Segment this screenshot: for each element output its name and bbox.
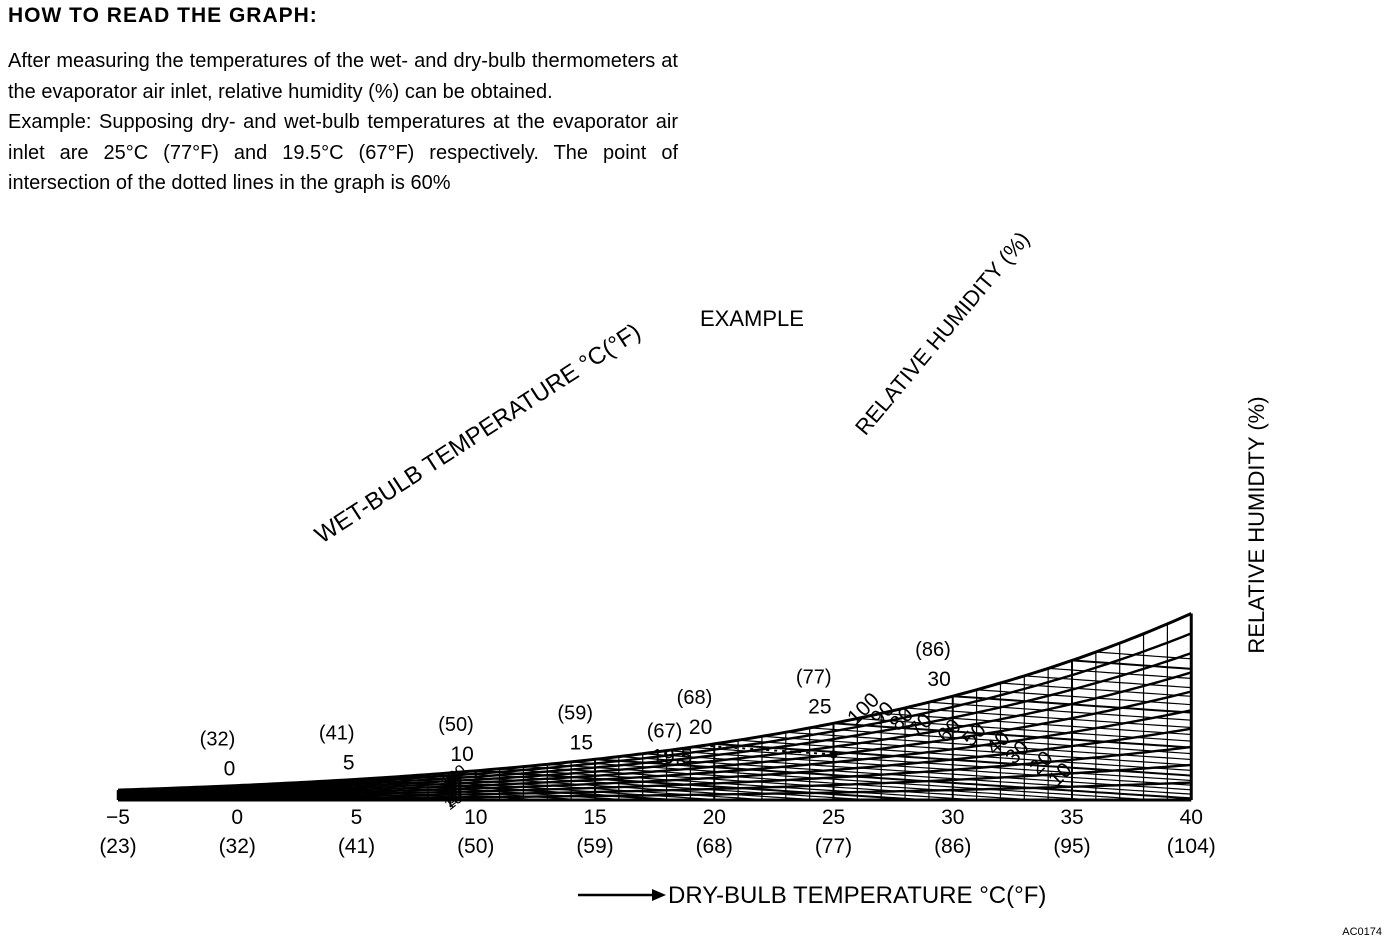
wet-bulb-line <box>761 735 1192 766</box>
x-tick-label-c: 15 <box>583 806 606 829</box>
rh-curve-90 <box>117 632 1192 793</box>
x-tick-label-c: 10 <box>464 806 487 829</box>
x-tick-label-f: (77) <box>815 835 852 858</box>
x-tick-label-c: 25 <box>822 806 845 829</box>
x-tick-label-c: 20 <box>703 806 726 829</box>
x-tick-label-c: 5 <box>351 806 363 829</box>
example-label: EXAMPLE <box>700 306 804 331</box>
wet-bulb-label-c: 30 <box>927 668 950 691</box>
x-tick-label-c: 35 <box>1060 806 1083 829</box>
wet-bulb-label-f: (77) <box>796 666 832 688</box>
wet-bulb-line <box>833 722 1192 749</box>
x-tick-label-c: 30 <box>941 806 964 829</box>
wet-bulb-line <box>523 766 1036 801</box>
wet-bulb-label-c: 5 <box>343 751 355 774</box>
wet-bulb-label-c: 20 <box>689 716 712 739</box>
rh-curve-60 <box>117 690 1192 796</box>
x-axis-arrow-head <box>652 889 666 901</box>
rh-curve-30 <box>118 745 1192 799</box>
relative-humidity-side-label: RELATIVE HUMIDITY (%) <box>1244 396 1269 653</box>
wet-bulb-line <box>905 707 1192 729</box>
wet-bulb-label-c: 25 <box>808 695 831 718</box>
x-tick-label-f: (95) <box>1053 835 1090 858</box>
x-tick-label-f: (32) <box>219 835 256 858</box>
chart-grid <box>116 612 1193 802</box>
wet-bulb-line <box>738 739 1192 771</box>
wet-bulb-line <box>690 746 1192 782</box>
wet-bulb-line <box>928 701 1192 721</box>
instructions-text: After measuring the temperatures of the … <box>8 46 678 199</box>
rh-curve-20 <box>118 763 1192 800</box>
wet-bulb-label-f: (32) <box>200 729 236 751</box>
x-tick-label-c: 0 <box>231 806 243 829</box>
rh-curve-70 <box>117 671 1192 795</box>
x-tick-label-f: (68) <box>696 835 733 858</box>
example-wet-bulb-label-c: 19.5 <box>651 746 692 769</box>
wet-bulb-line <box>499 768 979 801</box>
example-intersection-point <box>829 750 838 759</box>
wet-bulb-line <box>1024 675 1192 689</box>
x-tick-label-f: (41) <box>338 835 375 858</box>
wet-bulb-line <box>594 758 1192 800</box>
wet-bulb-line <box>1071 659 1192 670</box>
wet-bulb-line <box>618 756 1192 795</box>
wet-bulb-label-c: 0 <box>224 758 236 781</box>
x-tick-label-c: 40 <box>1180 806 1203 829</box>
wet-bulb-label-c: 15 <box>570 731 593 754</box>
wet-bulb-line <box>571 761 1155 801</box>
x-tick-label-f: (59) <box>576 835 613 858</box>
wet-bulb-label-f: (68) <box>677 687 713 709</box>
rh-curve-80 <box>117 651 1192 794</box>
rh-curve-50 <box>117 709 1192 797</box>
instructions-paragraph-2: Example: Supposing dry- and wet-bulb tem… <box>8 111 678 194</box>
figure-code: AC0174 <box>1342 926 1382 938</box>
wet-bulb-axis-label: WET-BULB TEMPERATURE °C(°F) <box>310 318 645 549</box>
rh-curve-40 <box>118 727 1192 798</box>
wet-bulb-label-f: (59) <box>557 702 593 724</box>
x-axis-title: DRY-BULB TEMPERATURE °C(°F) <box>668 882 1046 909</box>
page-heading: HOW TO READ THE GRAPH: <box>8 4 318 27</box>
instructions-paragraph-1: After measuring the temperatures of the … <box>8 50 678 103</box>
wet-bulb-line <box>1048 667 1192 679</box>
x-tick-label-c: −5 <box>106 806 130 829</box>
relative-humidity-inner-label: RELATIVE HUMIDITY (%) <box>850 227 1034 440</box>
wet-bulb-label-c: 10 <box>450 743 473 766</box>
wet-bulb-label-f: (41) <box>319 722 355 744</box>
wet-bulb-label-f: (86) <box>915 639 951 661</box>
x-tick-label-f: (86) <box>934 835 971 858</box>
example-wet-bulb-dotted-line <box>702 744 834 756</box>
x-tick-label-f: (50) <box>457 835 494 858</box>
chart-marks: −5 (23) 0 (32) 5 (41) 10 (50) 15 (59) 20 (68) 25 (77)… <box>99 227 1269 909</box>
wet-bulb-line <box>1000 682 1192 697</box>
x-tick-label-f: (104) <box>1167 835 1216 858</box>
rh-curve-100 <box>117 612 1192 792</box>
rh-curve-10 <box>118 781 1192 801</box>
example-wet-bulb-label-f: (67) <box>647 721 683 743</box>
x-tick-label-f: (23) <box>99 835 136 858</box>
wet-bulb-label-f: (50) <box>438 714 474 736</box>
wet-bulb-line <box>547 763 1094 801</box>
